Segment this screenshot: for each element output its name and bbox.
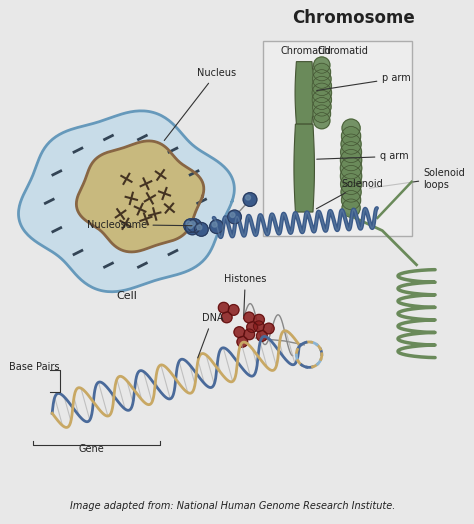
Circle shape	[342, 199, 360, 217]
Circle shape	[244, 329, 255, 340]
Circle shape	[219, 302, 229, 313]
Text: Histones: Histones	[224, 275, 266, 316]
Circle shape	[341, 182, 361, 202]
Circle shape	[188, 219, 201, 233]
Polygon shape	[18, 111, 234, 292]
Polygon shape	[76, 141, 204, 252]
Circle shape	[312, 83, 331, 103]
Circle shape	[197, 225, 202, 230]
Circle shape	[341, 134, 361, 154]
Circle shape	[243, 193, 257, 206]
Circle shape	[314, 113, 330, 129]
Circle shape	[247, 322, 257, 333]
Circle shape	[254, 321, 264, 332]
Circle shape	[194, 223, 208, 236]
Circle shape	[210, 220, 223, 233]
Polygon shape	[294, 124, 314, 212]
Circle shape	[185, 221, 199, 235]
Polygon shape	[295, 62, 313, 124]
Circle shape	[184, 219, 198, 233]
Text: Image adapted from: National Human Genome Research Institute.: Image adapted from: National Human Genom…	[70, 501, 396, 511]
Circle shape	[228, 304, 239, 315]
Circle shape	[254, 314, 264, 325]
Text: p arm: p arm	[317, 73, 411, 91]
Circle shape	[312, 90, 331, 110]
Circle shape	[340, 149, 362, 171]
Circle shape	[244, 312, 255, 323]
Circle shape	[340, 166, 362, 187]
Circle shape	[313, 63, 330, 81]
Text: DNA: DNA	[198, 313, 223, 358]
Circle shape	[234, 327, 245, 337]
FancyBboxPatch shape	[263, 41, 411, 236]
Circle shape	[312, 97, 331, 116]
Circle shape	[313, 105, 330, 123]
Circle shape	[237, 336, 248, 347]
Text: Chromosome: Chromosome	[292, 8, 414, 27]
Circle shape	[314, 57, 330, 73]
Text: Chromatid: Chromatid	[281, 46, 332, 56]
Text: q arm: q arm	[317, 151, 409, 161]
Text: Base Pairs: Base Pairs	[9, 362, 60, 372]
Text: Gene: Gene	[78, 444, 104, 454]
Text: Solenoid: Solenoid	[317, 179, 383, 209]
Text: Cell: Cell	[116, 291, 137, 301]
Circle shape	[212, 222, 217, 227]
Circle shape	[190, 221, 195, 226]
Circle shape	[186, 221, 191, 226]
Text: Nucleosome: Nucleosome	[87, 220, 192, 230]
Text: Nucleus: Nucleus	[164, 68, 236, 140]
Circle shape	[221, 312, 232, 323]
Circle shape	[312, 77, 331, 95]
Circle shape	[312, 70, 331, 89]
Circle shape	[341, 141, 362, 162]
Circle shape	[341, 173, 362, 194]
Text: Solenoid
loops: Solenoid loops	[423, 168, 465, 190]
Circle shape	[342, 119, 360, 137]
Circle shape	[340, 157, 362, 179]
Circle shape	[341, 190, 361, 210]
Circle shape	[341, 126, 361, 146]
Circle shape	[188, 224, 193, 228]
Circle shape	[230, 213, 235, 217]
Text: Chromatid: Chromatid	[318, 46, 369, 56]
Circle shape	[256, 331, 267, 341]
Circle shape	[246, 195, 250, 200]
Circle shape	[264, 323, 274, 334]
Circle shape	[228, 210, 241, 224]
